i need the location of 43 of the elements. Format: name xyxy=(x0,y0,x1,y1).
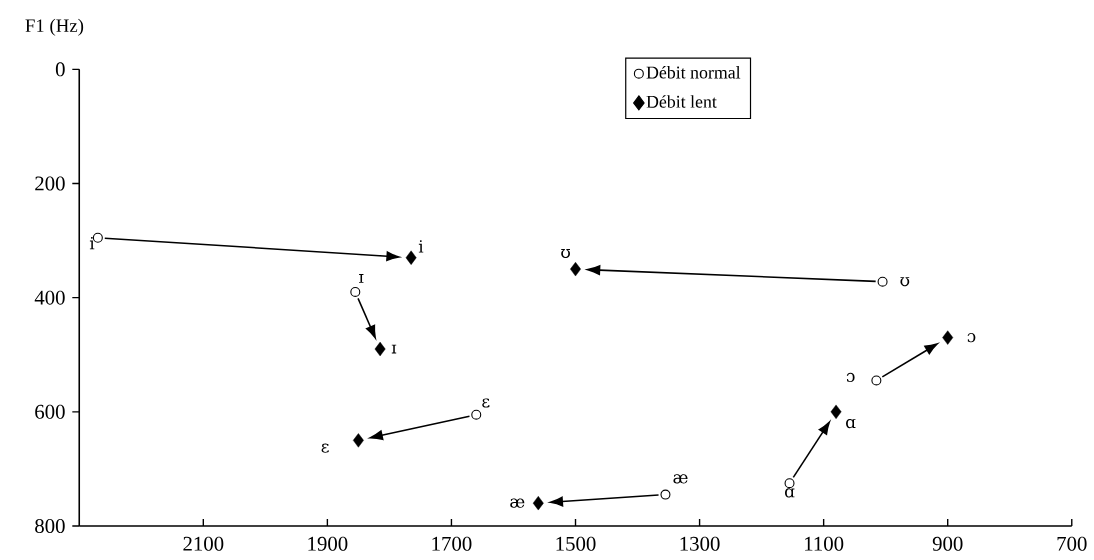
point xyxy=(784,478,795,489)
annotation: ɔ xyxy=(967,333,976,343)
point xyxy=(942,330,954,345)
y-tick-label: 400 xyxy=(34,290,65,305)
x-tick-label: 1100 xyxy=(805,536,844,551)
annotation: æ xyxy=(673,474,688,484)
annotation: i xyxy=(89,237,95,250)
annotation: ʊ xyxy=(900,277,910,287)
point xyxy=(405,250,417,266)
x-tick-label: 900 xyxy=(932,536,963,551)
point xyxy=(660,489,671,500)
point xyxy=(877,276,888,287)
x-tick-label: 1300 xyxy=(680,536,720,551)
x-tick-label: 2100 xyxy=(183,536,224,551)
x-tick-label: 1900 xyxy=(308,536,348,551)
annotation: ɑ xyxy=(784,488,795,498)
x-tick-label: 1700 xyxy=(432,536,472,551)
legend-label: Débit normal xyxy=(646,66,741,79)
point xyxy=(532,496,544,511)
annotation: ɑ xyxy=(846,419,856,429)
y-tick-label: 200 xyxy=(35,176,65,191)
x-tick-label: 1500 xyxy=(556,536,596,551)
y-tick-label: 800 xyxy=(35,519,65,534)
point xyxy=(830,404,842,420)
annotation: i xyxy=(418,240,424,253)
x-tick-label: 700 xyxy=(1057,536,1087,551)
y-axis-title: F1 (Hz) xyxy=(25,18,84,37)
annotation: æ xyxy=(510,498,525,508)
point xyxy=(374,342,386,357)
point xyxy=(352,433,364,448)
y-tick-label: 600 xyxy=(35,404,65,420)
annotation: ɛ xyxy=(482,398,490,408)
point xyxy=(350,287,361,298)
legend-label: Débit lent xyxy=(646,95,717,108)
annotation: ɔ xyxy=(846,373,855,383)
annotation: ɛ xyxy=(321,443,329,453)
y-tick-label: 0 xyxy=(55,62,65,77)
point xyxy=(471,409,482,420)
annotation: ʊ xyxy=(561,249,570,259)
annotation: ɪ xyxy=(391,344,397,354)
annotation: ɪ xyxy=(359,274,364,284)
point xyxy=(871,375,882,386)
point xyxy=(570,262,581,277)
